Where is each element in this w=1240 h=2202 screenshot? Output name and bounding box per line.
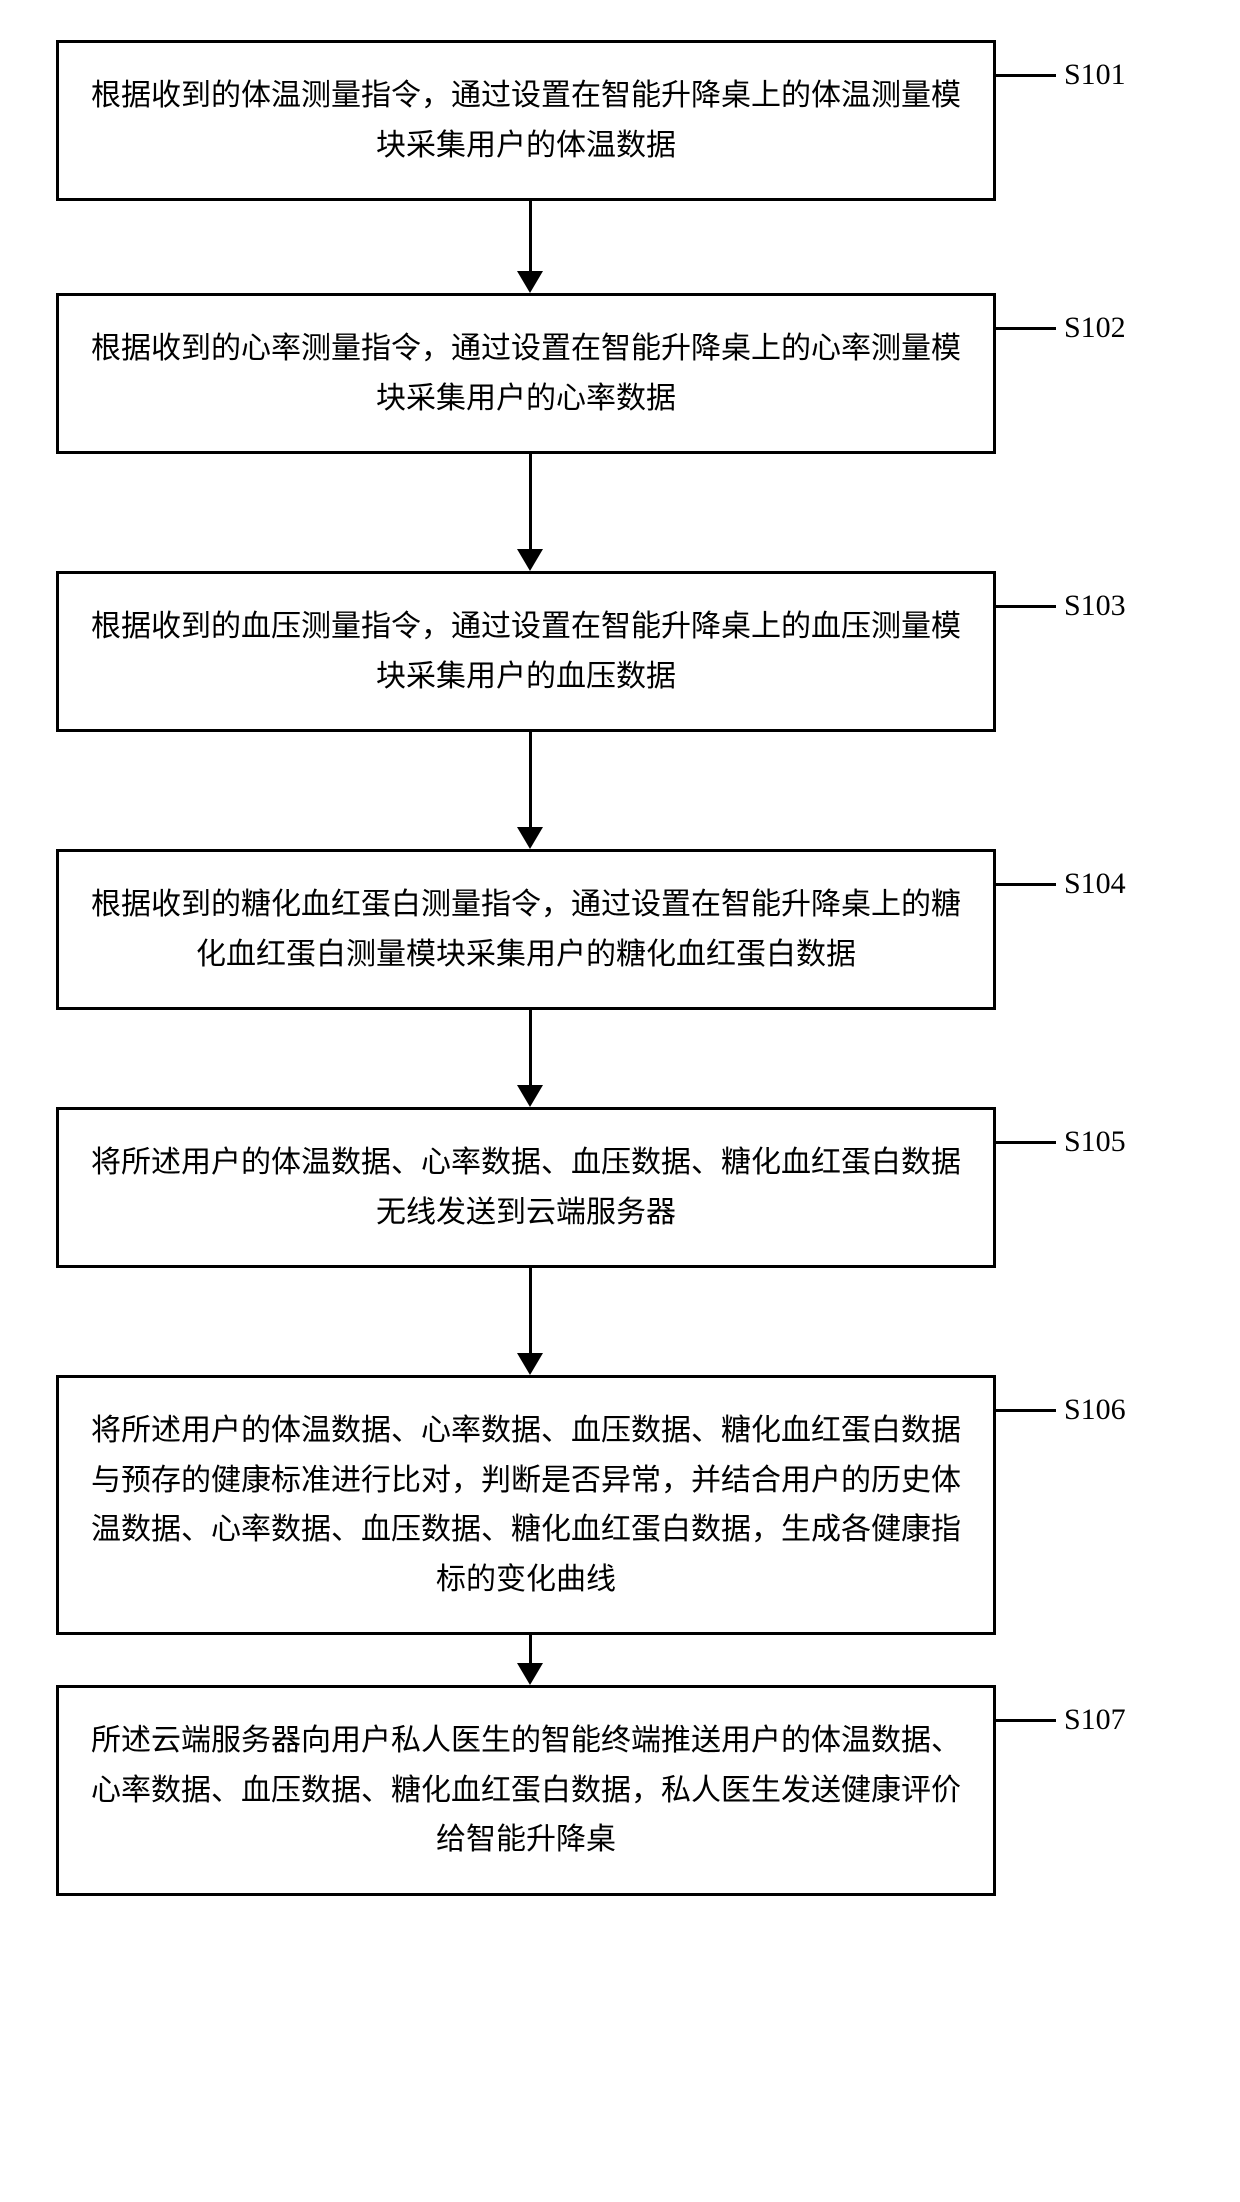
flow-arrow [517,1010,543,1107]
flow-step-row: 将所述用户的体温数据、心率数据、血压数据、糖化血红蛋白数据无线发送到云端服务器 S… [30,1107,1210,1268]
flow-step-id: S105 [1064,1125,1184,1159]
flow-step-row: 根据收到的心率测量指令，通过设置在智能升降桌上的心率测量模块采集用户的心率数据 S… [30,293,1210,454]
flow-step-box: 所述云端服务器向用户私人医生的智能终端推送用户的体温数据、心率数据、血压数据、糖… [56,1685,996,1896]
flow-step-id: S104 [1064,867,1184,901]
flow-step-row: 所述云端服务器向用户私人医生的智能终端推送用户的体温数据、心率数据、血压数据、糖… [30,1685,1210,1896]
flow-arrow [517,732,543,849]
flow-arrow-line [529,454,532,549]
flow-arrow [517,454,543,571]
flow-arrow-head [517,271,543,293]
flow-step-id: S103 [1064,589,1184,623]
flow-arrow-head [517,549,543,571]
flow-step-label-wrap: S106 [996,1393,1184,1427]
flow-step-box: 根据收到的糖化血红蛋白测量指令，通过设置在智能升降桌上的糖化血红蛋白测量模块采集… [56,849,996,1010]
flow-arrow [517,1268,543,1375]
flow-step-id: S102 [1064,311,1184,345]
flow-arrow-head [517,1663,543,1685]
flow-step-label-wrap: S102 [996,311,1184,345]
flow-arrow [517,201,543,293]
flow-step-label-wrap: S101 [996,58,1184,92]
flow-step-connector [996,883,1056,886]
flow-step-id: S107 [1064,1703,1184,1737]
flow-step-connector [996,74,1056,77]
flow-step-id: S101 [1064,58,1184,92]
flow-step-label-wrap: S107 [996,1703,1184,1737]
flow-arrow-line [529,1010,532,1085]
flow-step-box: 将所述用户的体温数据、心率数据、血压数据、糖化血红蛋白数据与预存的健康标准进行比… [56,1375,996,1635]
flow-step-row: 根据收到的体温测量指令，通过设置在智能升降桌上的体温测量模块采集用户的体温数据 S… [30,40,1210,201]
flow-step-connector [996,1141,1056,1144]
flow-step-row: 将所述用户的体温数据、心率数据、血压数据、糖化血红蛋白数据与预存的健康标准进行比… [30,1375,1210,1635]
flow-step-connector [996,1719,1056,1722]
flow-arrow [517,1635,543,1685]
flow-step-connector [996,1409,1056,1412]
flow-step-id: S106 [1064,1393,1184,1427]
flow-step-label-wrap: S103 [996,589,1184,623]
flow-arrow-line [529,732,532,827]
flow-step-row: 根据收到的糖化血红蛋白测量指令，通过设置在智能升降桌上的糖化血红蛋白测量模块采集… [30,849,1210,1010]
flow-step-box: 根据收到的体温测量指令，通过设置在智能升降桌上的体温测量模块采集用户的体温数据 [56,40,996,201]
flow-arrow-head [517,1353,543,1375]
flow-arrow-head [517,1085,543,1107]
flow-step-connector [996,327,1056,330]
flow-step-label-wrap: S105 [996,1125,1184,1159]
flowchart-container: 根据收到的体温测量指令，通过设置在智能升降桌上的体温测量模块采集用户的体温数据 S… [30,40,1210,1896]
flow-step-box: 将所述用户的体温数据、心率数据、血压数据、糖化血红蛋白数据无线发送到云端服务器 [56,1107,996,1268]
flow-arrow-line [529,201,532,271]
flow-arrow-line [529,1268,532,1353]
flow-step-row: 根据收到的血压测量指令，通过设置在智能升降桌上的血压测量模块采集用户的血压数据 S… [30,571,1210,732]
flow-step-box: 根据收到的心率测量指令，通过设置在智能升降桌上的心率测量模块采集用户的心率数据 [56,293,996,454]
flow-arrow-line [529,1635,532,1663]
flow-step-connector [996,605,1056,608]
flow-arrow-head [517,827,543,849]
flow-step-box: 根据收到的血压测量指令，通过设置在智能升降桌上的血压测量模块采集用户的血压数据 [56,571,996,732]
flow-step-label-wrap: S104 [996,867,1184,901]
